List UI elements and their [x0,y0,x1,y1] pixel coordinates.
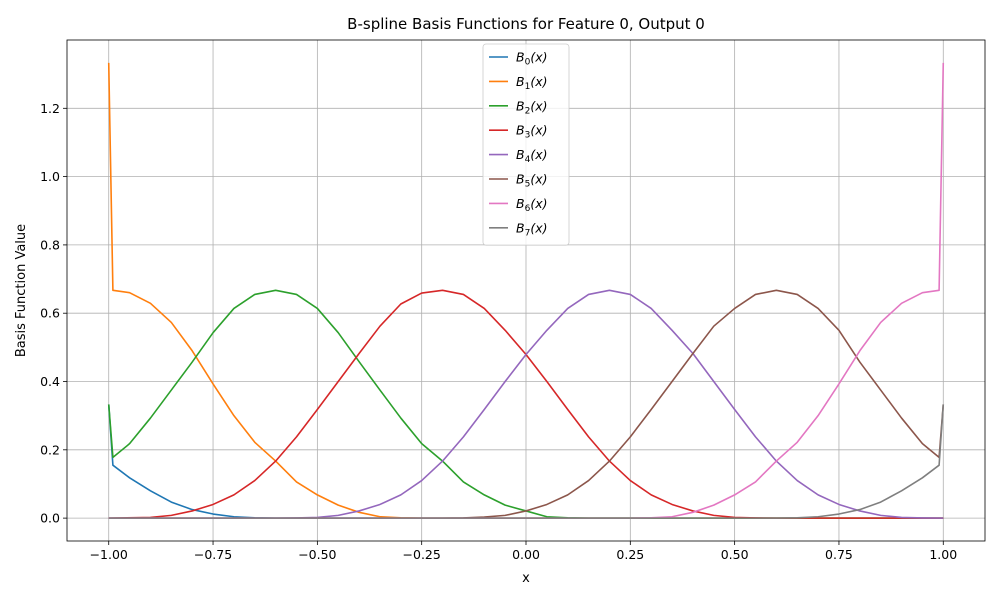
chart-title: B-spline Basis Functions for Feature 0, … [347,15,705,33]
y-tick-label: 0.6 [40,306,60,321]
series-line-b4 [108,289,944,519]
y-tick-label: 1.0 [40,169,60,184]
series-line-b2 [107,289,944,519]
x-tick-label: 1.00 [929,547,957,562]
x-tick-label: 0.50 [721,547,749,562]
x-tick-label: −0.50 [298,547,336,562]
series-line-b5 [108,289,945,519]
legend: B0(x) B1(x) B2(x) B3(x) B4(x) B5(x) B6(x) B7(x) [482,43,570,246]
legend-entry-label: B3(x) [516,123,547,141]
x-tick-label: −0.75 [194,547,232,562]
y-tick-label: 0.0 [40,511,60,526]
series-layer [107,62,945,519]
y-tick-label: 1.2 [40,101,60,116]
x-axis-label: x [522,571,530,586]
legend-entry-label: B1(x) [516,74,547,92]
x-tick-label: 0.75 [825,547,853,562]
legend-entry-label: B4(x) [516,147,547,165]
series-line-b3 [108,289,944,519]
legend-entry-label: B7(x) [516,220,547,238]
x-tick-label: −1.00 [90,547,128,562]
x-tick-label: 0.25 [616,547,644,562]
series-line-b7 [108,404,945,519]
legend-entry-label: B0(x) [516,50,547,68]
x-axis-ticks: −1.00 −0.75 −0.50 −0.25 0.00 0.25 0.50 0.75 1.00 [90,541,957,562]
x-tick-label: 0.00 [512,547,540,562]
legend-box [482,43,570,246]
legend-entry-label: B6(x) [516,196,547,214]
y-tick-label: 0.8 [40,237,60,252]
y-axis-ticks: 0.0 0.2 0.4 0.6 0.8 1.0 1.2 [40,101,67,526]
legend-entry-label: B5(x) [516,172,547,190]
legend-entry-label: B2(x) [516,98,547,116]
x-tick-label: −0.25 [403,547,441,562]
y-tick-label: 0.2 [40,442,60,457]
y-axis-label: Basis Function Value [14,224,29,357]
y-tick-label: 0.4 [40,374,60,389]
